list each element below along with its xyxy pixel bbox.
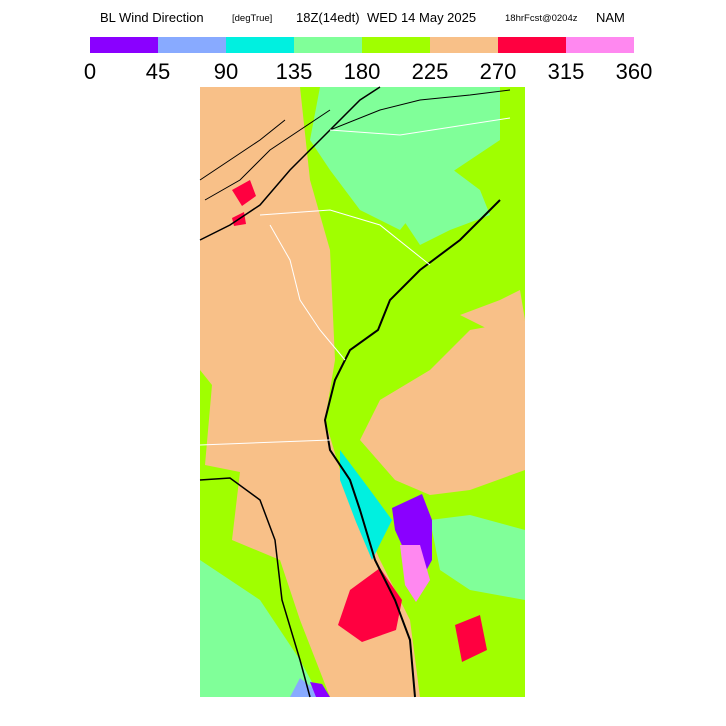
state-border <box>259 209 431 266</box>
colorbar-bin <box>430 37 498 53</box>
map <box>199 86 525 698</box>
colorbar-bin <box>498 37 566 53</box>
title-date: WED 14 May 2025 <box>367 10 476 25</box>
region <box>395 150 490 245</box>
colorbar-tick-label: 0 <box>84 59 96 84</box>
colorbar-bin <box>90 37 158 53</box>
coastline <box>323 199 501 698</box>
contour <box>204 109 331 201</box>
colorbar-tick-label: 135 <box>276 59 313 84</box>
colorbar-bin <box>226 37 294 53</box>
colorbar-tick-label: 90 <box>214 59 238 84</box>
coastline <box>199 477 311 698</box>
title-model: NAM <box>596 10 625 25</box>
region <box>290 678 320 697</box>
colorbar-tick-label: 45 <box>146 59 170 84</box>
colorbar-bin <box>158 37 226 53</box>
contour <box>199 119 286 181</box>
title-time: 18Z(14edt) <box>296 10 360 25</box>
region <box>460 290 525 330</box>
colorbar-bin <box>566 37 634 53</box>
colorbar-bin <box>294 37 362 53</box>
state-border <box>269 224 346 361</box>
state-border <box>199 439 331 446</box>
colorbar-tick-label: 180 <box>344 59 381 84</box>
colorbar-tick-label: 270 <box>480 59 517 84</box>
region <box>338 568 402 642</box>
title-field: BL Wind Direction <box>100 10 204 25</box>
colorbar-tick-label: 315 <box>548 59 585 84</box>
region <box>400 545 430 602</box>
colorbar-tick-label: 225 <box>412 59 449 84</box>
colorbar: 0 45 90 135 180 225 270 315 360 <box>84 37 652 84</box>
title-units: [degTrue] <box>232 13 272 24</box>
region <box>200 560 320 697</box>
state-border <box>329 117 511 136</box>
region <box>340 450 392 560</box>
region <box>232 180 256 206</box>
region <box>360 320 525 495</box>
region <box>310 682 330 697</box>
region <box>455 615 487 662</box>
title-forecast: 18hrFcst@0204z <box>505 13 578 24</box>
contour <box>329 89 511 131</box>
colorbar-bin <box>362 37 430 53</box>
contour <box>199 86 381 241</box>
colorbar-tick-label: 360 <box>616 59 653 84</box>
region <box>430 515 525 600</box>
